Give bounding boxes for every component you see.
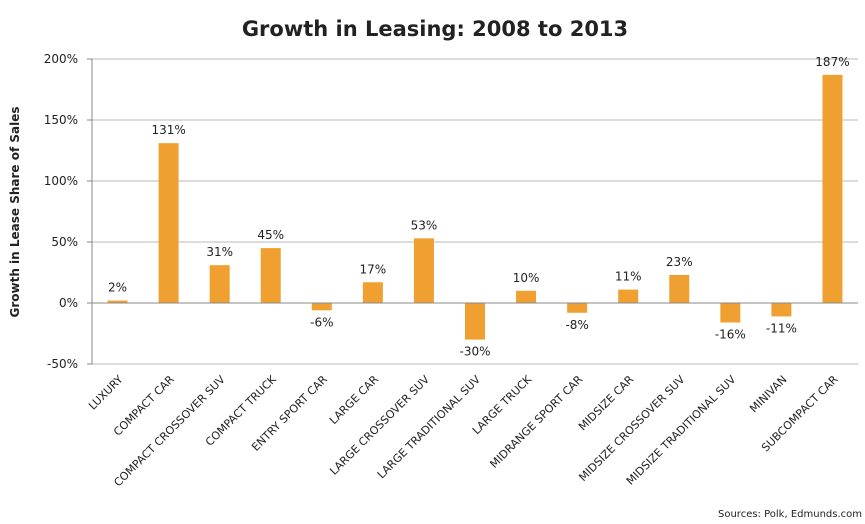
data-label: 11% xyxy=(615,270,642,284)
bar-midsize-car xyxy=(618,289,639,303)
bar-midsize-traditional-suv xyxy=(720,303,741,323)
y-axis-label: Growth in Lease Share of Sales xyxy=(8,106,22,317)
bar-midrange-sport-car xyxy=(567,303,588,313)
data-label: -16% xyxy=(715,328,746,342)
y-axis-ticks: -50% 0% 50% 100% 150% 200% xyxy=(44,52,78,371)
data-labels: 2% 131% 31% 45% -6% 17% 53% -30% 10% -8% 11% 23% -16… xyxy=(108,55,850,359)
data-label: 53% xyxy=(411,218,438,232)
data-label: -8% xyxy=(565,318,588,332)
data-label: -6% xyxy=(310,315,333,329)
bar-compact-truck xyxy=(260,248,281,303)
bar-midsize-crossover-suv xyxy=(669,274,690,303)
data-label: 31% xyxy=(206,245,233,259)
data-label: 23% xyxy=(666,255,693,269)
y-tick-label: 100% xyxy=(44,174,78,188)
source-note: Sources: Polk, Edmunds.com xyxy=(718,509,862,520)
bar-entry-sport-car xyxy=(311,303,332,311)
bar-large-truck xyxy=(516,290,537,303)
y-tick-label: 50% xyxy=(51,235,78,249)
data-label: 17% xyxy=(360,262,387,276)
category-label: LARGE CAR xyxy=(327,373,381,427)
data-label: 2% xyxy=(108,281,127,295)
data-label: 10% xyxy=(513,271,540,285)
bar-large-traditional-suv xyxy=(465,303,485,340)
data-label: 187% xyxy=(815,55,849,69)
bar-compact-car xyxy=(158,143,179,303)
data-label: -30% xyxy=(459,345,490,359)
bar-luxury xyxy=(107,300,128,303)
bar-minivan xyxy=(771,303,792,317)
data-label: 131% xyxy=(151,123,185,137)
bar-large-crossover-suv xyxy=(413,238,434,303)
category-label: MIDSIZE TRADITIONAL SUV xyxy=(624,373,739,488)
bar-subcompact-car xyxy=(822,74,843,303)
y-tick-label: 200% xyxy=(44,52,78,66)
category-label: LARGE TRADITIONAL SUV xyxy=(375,373,484,482)
bar-large-car xyxy=(362,282,383,303)
category-label: MIDSIZE CROSSOVER SUV xyxy=(576,373,687,484)
y-tick-label: 0% xyxy=(59,296,78,310)
category-label: MIDRANGE SPORT CAR xyxy=(487,373,585,471)
category-label: LARGE CROSSOVER SUV xyxy=(327,373,432,478)
axes xyxy=(87,58,858,365)
chart-title: Growth in Leasing: 2008 to 2013 xyxy=(242,17,628,41)
y-tick-label: 150% xyxy=(44,113,78,127)
category-label: LUXURY xyxy=(86,373,126,413)
data-label: 45% xyxy=(257,228,284,242)
bars xyxy=(107,74,843,340)
y-tick-label: -50% xyxy=(47,357,78,371)
data-label: -11% xyxy=(766,321,797,335)
bar-compact-crossover-suv xyxy=(209,265,230,303)
category-label: MINIVAN xyxy=(747,373,789,415)
